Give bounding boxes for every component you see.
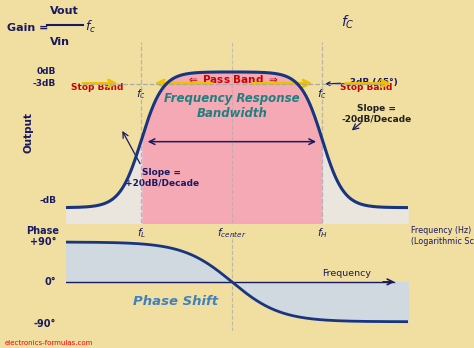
Text: Slope =
-20dB/Decade: Slope = -20dB/Decade [342, 104, 412, 123]
Text: -3dB (45°): -3dB (45°) [327, 78, 398, 87]
Text: 0°: 0° [45, 277, 56, 287]
Text: -dB: -dB [39, 196, 56, 205]
Text: Frequency Response
Bandwidth: Frequency Response Bandwidth [164, 92, 300, 120]
Text: $\Leftarrow$ Pass Band $\Rightarrow$: $\Leftarrow$ Pass Band $\Rightarrow$ [186, 73, 278, 85]
Text: Gain =: Gain = [7, 23, 48, 33]
Text: $f_C$: $f_C$ [341, 14, 355, 31]
Text: Stop Band: Stop Band [340, 84, 393, 93]
Text: $f_c$: $f_c$ [137, 88, 146, 102]
Text: $f_H$: $f_H$ [317, 227, 328, 240]
Text: Vout: Vout [50, 6, 79, 16]
Text: Vin: Vin [50, 37, 70, 47]
Text: Phase Shift: Phase Shift [133, 295, 218, 308]
Text: $f_{center}$: $f_{center}$ [217, 227, 246, 240]
Text: $f_c$: $f_c$ [85, 19, 96, 35]
Text: Frequency (Hz)
(Logarithmic Scale): Frequency (Hz) (Logarithmic Scale) [411, 227, 474, 246]
Text: Phase: Phase [27, 227, 60, 237]
Text: -90°: -90° [34, 319, 56, 329]
Text: Slope =
+20dB/Decade: Slope = +20dB/Decade [125, 168, 199, 187]
Text: 0dB: 0dB [37, 68, 56, 77]
Text: electronics-formulas.com: electronics-formulas.com [5, 340, 93, 346]
Text: +90°: +90° [29, 237, 56, 247]
Text: -3dB: -3dB [33, 79, 56, 88]
Text: Frequency: Frequency [322, 269, 371, 278]
Text: $f_c$: $f_c$ [317, 88, 328, 102]
Text: Output: Output [24, 112, 34, 153]
Text: $f_L$: $f_L$ [137, 227, 146, 240]
Text: Stop Band: Stop Band [71, 84, 123, 93]
